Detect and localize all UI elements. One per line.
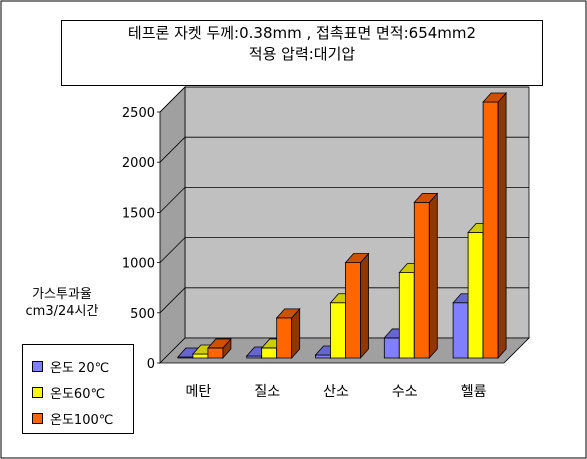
bar-front [482, 101, 499, 359]
bar-side [360, 252, 369, 360]
bar-top [344, 253, 370, 264]
chart-title-line-1: 테프론 자켓 두께:0.38mm , 접촉표면 면적:654mm2 [127, 24, 477, 42]
bar-top [413, 192, 439, 203]
y-tick-label: 500 [130, 307, 155, 322]
bar-front [276, 317, 293, 359]
x-tick-label: 산소 [323, 384, 349, 400]
legend-item-20c: 온도 20℃ [32, 353, 133, 379]
x-tick-label: 헬륨 [461, 384, 487, 400]
legend: 온도 20℃ 온도60℃ 온도100℃ [22, 344, 134, 434]
bar-front [330, 302, 346, 359]
gridline-side [159, 86, 186, 113]
bar-top [482, 92, 507, 103]
y-axis-label-line-2: cm3/24시간 [25, 304, 99, 319]
bar-front [467, 232, 484, 359]
bar-front [192, 353, 209, 359]
legend-label-20c: 온도 20℃ [50, 360, 110, 376]
legend-swatch-60c [32, 386, 43, 398]
bar-front [383, 337, 400, 359]
y-tick-label: 1500 [122, 206, 155, 221]
bar-top [207, 338, 232, 349]
x-tick-label: 수소 [392, 384, 418, 400]
legend-swatch-100c [32, 412, 43, 424]
y-tick-label: 1000 [122, 257, 155, 272]
x-axis-ticks: 메탄 질소 산소 수소 헬륨 [186, 384, 487, 400]
bars [177, 91, 507, 360]
y-tick-label: 2500 [122, 106, 155, 121]
bar-front [345, 262, 361, 359]
gridline-side [159, 237, 186, 263]
legend-label-100c: 온도100℃ [50, 412, 114, 428]
bar-side [428, 192, 438, 360]
bar [344, 252, 370, 360]
gridline-side [159, 287, 186, 314]
bar [413, 192, 439, 360]
x-tick-label: 질소 [254, 384, 280, 400]
bar-front [413, 201, 430, 359]
x-tick-label: 메탄 [186, 384, 212, 400]
bar-front [452, 302, 469, 359]
legend-swatch-20c [32, 360, 43, 372]
legend-label-60c: 온도60℃ [50, 386, 106, 402]
gridline-side [159, 187, 186, 213]
side-wall [159, 86, 186, 364]
y-tick-label: 2000 [122, 156, 155, 171]
y-axis-label: 가스투과율 cm3/24시간 [22, 286, 102, 320]
chart-title-line-2: 적용 압력:대기압 [248, 45, 356, 63]
bar-top [275, 308, 301, 319]
gridline-side [159, 136, 186, 163]
bar-front [398, 272, 415, 359]
bar [275, 307, 301, 360]
bar-front [207, 347, 224, 359]
chart-title: 테프론 자켓 두께:0.38mm , 접촉표면 면적:654mm2 적용 압력:… [61, 20, 543, 86]
bar-front [261, 347, 278, 359]
y-axis-label-line-1: 가스투과율 [32, 287, 92, 302]
bar-side [497, 91, 507, 360]
legend-item-60c: 온도60℃ [32, 379, 133, 405]
bar [207, 337, 232, 360]
y-axis-ticks: 0 500 1000 1500 2000 2500 [122, 106, 160, 372]
bar [482, 91, 507, 360]
y-tick-label: 0 [147, 357, 155, 372]
legend-item-100c: 온도100℃ [32, 405, 133, 431]
bar-front [315, 354, 331, 359]
